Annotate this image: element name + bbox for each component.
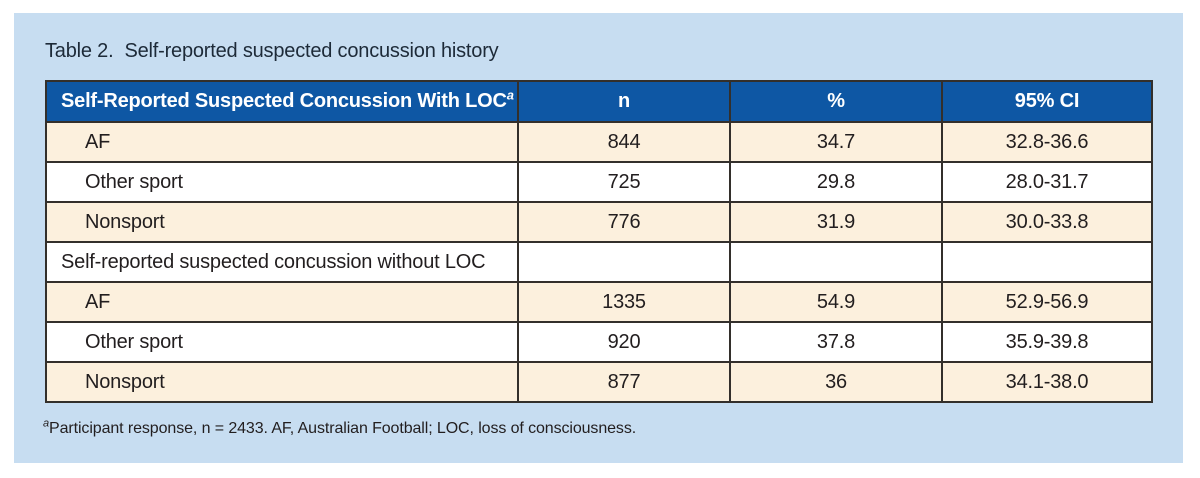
ci-cell: 32.8-36.6 xyxy=(941,121,1153,163)
ci-cell: 30.0-33.8 xyxy=(941,201,1153,243)
n-cell: 776 xyxy=(517,201,731,243)
row-label-cell: AF xyxy=(45,281,519,323)
pct-cell: 29.8 xyxy=(729,161,943,203)
ci-cell xyxy=(941,241,1153,283)
ci-cell: 28.0-31.7 xyxy=(941,161,1153,203)
ci-cell: 35.9-39.8 xyxy=(941,321,1153,363)
pct-cell: 34.7 xyxy=(729,121,943,163)
n-cell xyxy=(517,241,731,283)
n-cell: 877 xyxy=(517,361,731,403)
table-caption: Table 2. Self-reported suspected concussi… xyxy=(45,40,499,63)
table-row: Nonsport 877 36 34.1-38.0 xyxy=(45,361,1153,403)
header-superscript: a xyxy=(506,87,514,103)
pct-cell xyxy=(729,241,943,283)
footnote-text: Participant response, n = 2433. AF, Aust… xyxy=(49,420,637,437)
n-cell: 725 xyxy=(517,161,731,203)
section-label-cell: Self-reported suspected concussion witho… xyxy=(45,241,519,283)
footnote-superscript: a xyxy=(43,417,50,430)
row-label-cell: AF xyxy=(45,121,519,163)
table-row: AF 844 34.7 32.8-36.6 xyxy=(45,121,1153,163)
row-label-cell: Other sport xyxy=(45,161,519,203)
concussion-history-table: Self-Reported Suspected Concussion With … xyxy=(45,80,1153,403)
table-panel: Table 2. Self-reported suspected concussi… xyxy=(14,13,1183,463)
header-cell-ci: 95% CI xyxy=(941,80,1153,123)
table-row: Other sport 725 29.8 28.0-31.7 xyxy=(45,161,1153,203)
section-row: Self-reported suspected concussion witho… xyxy=(45,241,1153,283)
table-row: Nonsport 776 31.9 30.0-33.8 xyxy=(45,201,1153,243)
row-label-cell: Other sport xyxy=(45,321,519,363)
header-cell-with-loc: Self-Reported Suspected Concussion With … xyxy=(45,80,519,123)
n-cell: 844 xyxy=(517,121,731,163)
row-label-cell: Nonsport xyxy=(45,201,519,243)
header-cell-n: n xyxy=(517,80,731,123)
table-footnote: aParticipant response, n = 2433. AF, Aus… xyxy=(43,417,637,438)
row-label-cell: Nonsport xyxy=(45,361,519,403)
ci-cell: 34.1-38.0 xyxy=(941,361,1153,403)
pct-cell: 31.9 xyxy=(729,201,943,243)
table-row: AF 1335 54.9 52.9-56.9 xyxy=(45,281,1153,323)
n-cell: 1335 xyxy=(517,281,731,323)
pct-cell: 37.8 xyxy=(729,321,943,363)
header-row: Self-Reported Suspected Concussion With … xyxy=(45,80,1153,123)
pct-cell: 36 xyxy=(729,361,943,403)
header-cell-percent: % xyxy=(729,80,943,123)
ci-cell: 52.9-56.9 xyxy=(941,281,1153,323)
table-row: Other sport 920 37.8 35.9-39.8 xyxy=(45,321,1153,363)
n-cell: 920 xyxy=(517,321,731,363)
pct-cell: 54.9 xyxy=(729,281,943,323)
caption-label: Table 2. xyxy=(45,40,114,62)
caption-title: Self-reported suspected concussion histo… xyxy=(124,40,499,62)
